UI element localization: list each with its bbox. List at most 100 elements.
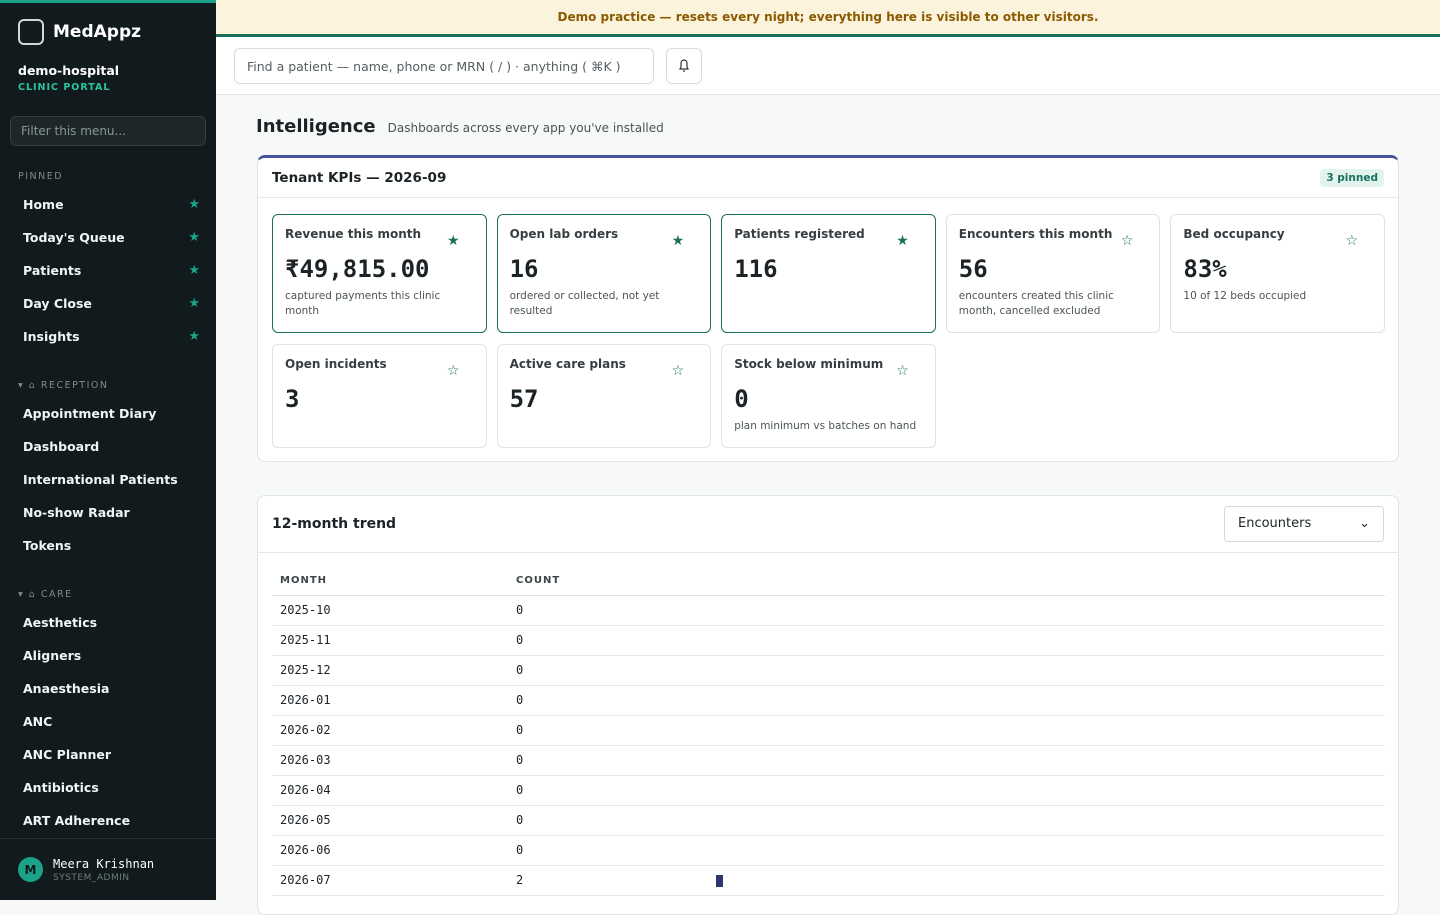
page-subtitle: Dashboards across every app you've insta… bbox=[387, 121, 664, 135]
menu-filter[interactable]: Filter this menu... bbox=[10, 116, 206, 146]
user[interactable]: M Meera Krishnan SYSTEM_ADMIN bbox=[0, 838, 216, 900]
section-header: PINNED bbox=[0, 164, 216, 188]
brand[interactable]: MedAppz bbox=[18, 19, 141, 45]
month: 2026-01 bbox=[272, 685, 508, 716]
pin-toggle[interactable]: ☆ bbox=[1345, 233, 1358, 249]
pin-toggle[interactable]: ☆ bbox=[671, 363, 685, 379]
count: 0 bbox=[508, 775, 708, 806]
trend-row: 2025-11 0 bbox=[272, 625, 1385, 656]
nav-label: International Patients bbox=[23, 472, 178, 487]
trend-row: 2026-06 0 bbox=[272, 835, 1385, 866]
nav-label: Appointment Diary bbox=[23, 406, 157, 421]
nav-label: Aligners bbox=[23, 648, 82, 663]
notifications[interactable] bbox=[666, 48, 702, 84]
nav-item[interactable]: Day Close ★ bbox=[0, 287, 216, 320]
kpi-note: plan minimum vs batches on hand bbox=[734, 420, 917, 432]
nav-label: Insights bbox=[23, 329, 80, 344]
month: 2026-02 bbox=[272, 715, 508, 746]
metric-select[interactable]: Encounters ⌄ bbox=[1224, 506, 1384, 542]
nav-item[interactable]: ART Adherence bbox=[0, 804, 216, 837]
avatar: M bbox=[18, 857, 43, 882]
kpi-card[interactable]: Patients registered ★ 116 bbox=[721, 214, 936, 333]
trend-panel: 12-month trend Encounters ⌄ MONTH COUNT 2025… bbox=[257, 495, 1399, 915]
trend-row: 2026-03 0 bbox=[272, 745, 1385, 776]
nav-item[interactable]: Today's Queue ★ bbox=[0, 221, 216, 254]
trend-row: 2025-10 0 bbox=[272, 595, 1385, 626]
portal: CLINIC PORTAL bbox=[18, 82, 111, 93]
count: 2 bbox=[508, 865, 708, 896]
kpi-value: 56 bbox=[958, 255, 988, 283]
kpi-note: captured payments this clinic month bbox=[285, 290, 441, 317]
bar-cell bbox=[708, 835, 1385, 866]
kpi-value: 0 bbox=[734, 385, 749, 413]
nav-item[interactable]: Antibiotics bbox=[0, 771, 216, 804]
pin-toggle[interactable]: ★ bbox=[671, 233, 685, 249]
pin-star: ★ bbox=[188, 263, 200, 278]
pin-toggle[interactable]: ★ bbox=[447, 233, 460, 249]
nav-item[interactable]: ANC bbox=[0, 705, 216, 738]
kpi-card[interactable]: Encounters this month ☆ 56 encounters creat… bbox=[945, 214, 1161, 333]
nav-item[interactable]: Aligners bbox=[0, 639, 216, 672]
month: 2026-03 bbox=[272, 745, 508, 776]
nav-label: Tokens bbox=[23, 538, 72, 553]
kpi-label: Stock below minimum bbox=[734, 357, 884, 371]
trend-body: 2025-10 0 2025-11 0 2025-12 0 2026-01 0 2026-02 0… bbox=[272, 595, 1385, 896]
kpi-value: ₹49,815.00 bbox=[285, 255, 430, 283]
section-header: ▾ ⌂ CARE bbox=[0, 582, 216, 606]
kpi-value: 116 bbox=[734, 255, 778, 283]
kpi-panel: Tenant KPIs — 2026-09 3 pinned Revenue th… bbox=[257, 155, 1399, 462]
kpi-card[interactable]: Active care plans ☆ 57 bbox=[496, 344, 712, 448]
kpi-note: encounters created this clinic month, ca… bbox=[958, 290, 1114, 317]
pin-toggle[interactable]: ☆ bbox=[1120, 233, 1134, 249]
bar-cell bbox=[708, 805, 1385, 836]
kpi-card[interactable]: Open lab orders ★ 16 ordered or collected, … bbox=[496, 214, 712, 333]
bar-cell bbox=[708, 865, 1385, 896]
topbar: Find a patient — name, phone or MRN ( / … bbox=[216, 37, 1440, 95]
user-role: SYSTEM_ADMIN bbox=[53, 872, 130, 883]
kpi-label: Open incidents bbox=[285, 357, 387, 371]
nav-item[interactable]: ANC Planner bbox=[0, 738, 216, 771]
kpi-card[interactable]: Bed occupancy ☆ 83% 10 of 12 beds occupied bbox=[1170, 214, 1385, 333]
tenant: demo-hospital bbox=[18, 63, 120, 78]
pin-toggle[interactable]: ★ bbox=[896, 233, 909, 249]
kpi-header: Tenant KPIs — 2026-09 3 pinned bbox=[258, 158, 1398, 198]
section-title: PINNED bbox=[18, 171, 64, 182]
nav-item[interactable]: Appointment Diary bbox=[0, 397, 216, 430]
nav-item[interactable]: Dashboard bbox=[0, 430, 216, 463]
nav: PINNED Home ★ Today's Queue ★ Patients ★ Day Cl… bbox=[0, 158, 216, 840]
pin-toggle[interactable]: ☆ bbox=[896, 363, 909, 379]
user-info: Meera Krishnan SYSTEM_ADMIN bbox=[53, 857, 154, 883]
chevron: ⌄ bbox=[1359, 516, 1370, 531]
nav-item[interactable]: Aesthetics bbox=[0, 606, 216, 639]
section-title: RECEPTION bbox=[40, 380, 109, 391]
nav-item[interactable]: Insights ★ bbox=[0, 320, 216, 353]
kpi-card[interactable]: Revenue this month ★ ₹49,815.00 captured pa… bbox=[272, 214, 487, 333]
nav-item[interactable]: Tokens bbox=[0, 529, 216, 562]
nav-label: Home bbox=[23, 197, 64, 212]
kpi-card[interactable]: Open incidents ☆ 3 bbox=[272, 344, 487, 448]
nav-item[interactable]: Patients ★ bbox=[0, 254, 216, 287]
demo-banner: Demo practice — resets every night; ever… bbox=[216, 0, 1440, 37]
nav-item[interactable]: No-show Radar bbox=[0, 496, 216, 529]
month: 2026-05 bbox=[272, 805, 508, 836]
nav-item[interactable]: Anaesthesia bbox=[0, 672, 216, 705]
search[interactable]: Find a patient — name, phone or MRN ( / … bbox=[234, 48, 654, 84]
nav-label: ANC bbox=[23, 714, 53, 729]
section-header: ▾ ⌂ RECEPTION bbox=[0, 373, 216, 397]
count: 0 bbox=[508, 685, 708, 716]
nav-item[interactable]: Home ★ bbox=[0, 188, 216, 221]
trend-row: 2026-01 0 bbox=[272, 685, 1385, 716]
pin-toggle[interactable]: ☆ bbox=[447, 363, 460, 379]
kpi-value: 83% bbox=[1183, 255, 1227, 283]
month: 2026-07 bbox=[272, 865, 508, 896]
pin-star: ★ bbox=[188, 230, 200, 245]
kpi-note: ordered or collected, not yet resulted bbox=[509, 290, 660, 317]
trend-header: 12-month trend Encounters ⌄ bbox=[258, 496, 1398, 553]
section-icon: ▾ ⌂ bbox=[18, 380, 41, 391]
trend-row: 2026-02 0 bbox=[272, 715, 1385, 746]
kpi-label: Bed occupancy bbox=[1183, 227, 1285, 241]
nav-item[interactable]: International Patients bbox=[0, 463, 216, 496]
kpi-card[interactable]: Stock below minimum ☆ 0 plan minimum vs bat… bbox=[721, 344, 936, 448]
select-value: Encounters bbox=[1238, 516, 1312, 531]
